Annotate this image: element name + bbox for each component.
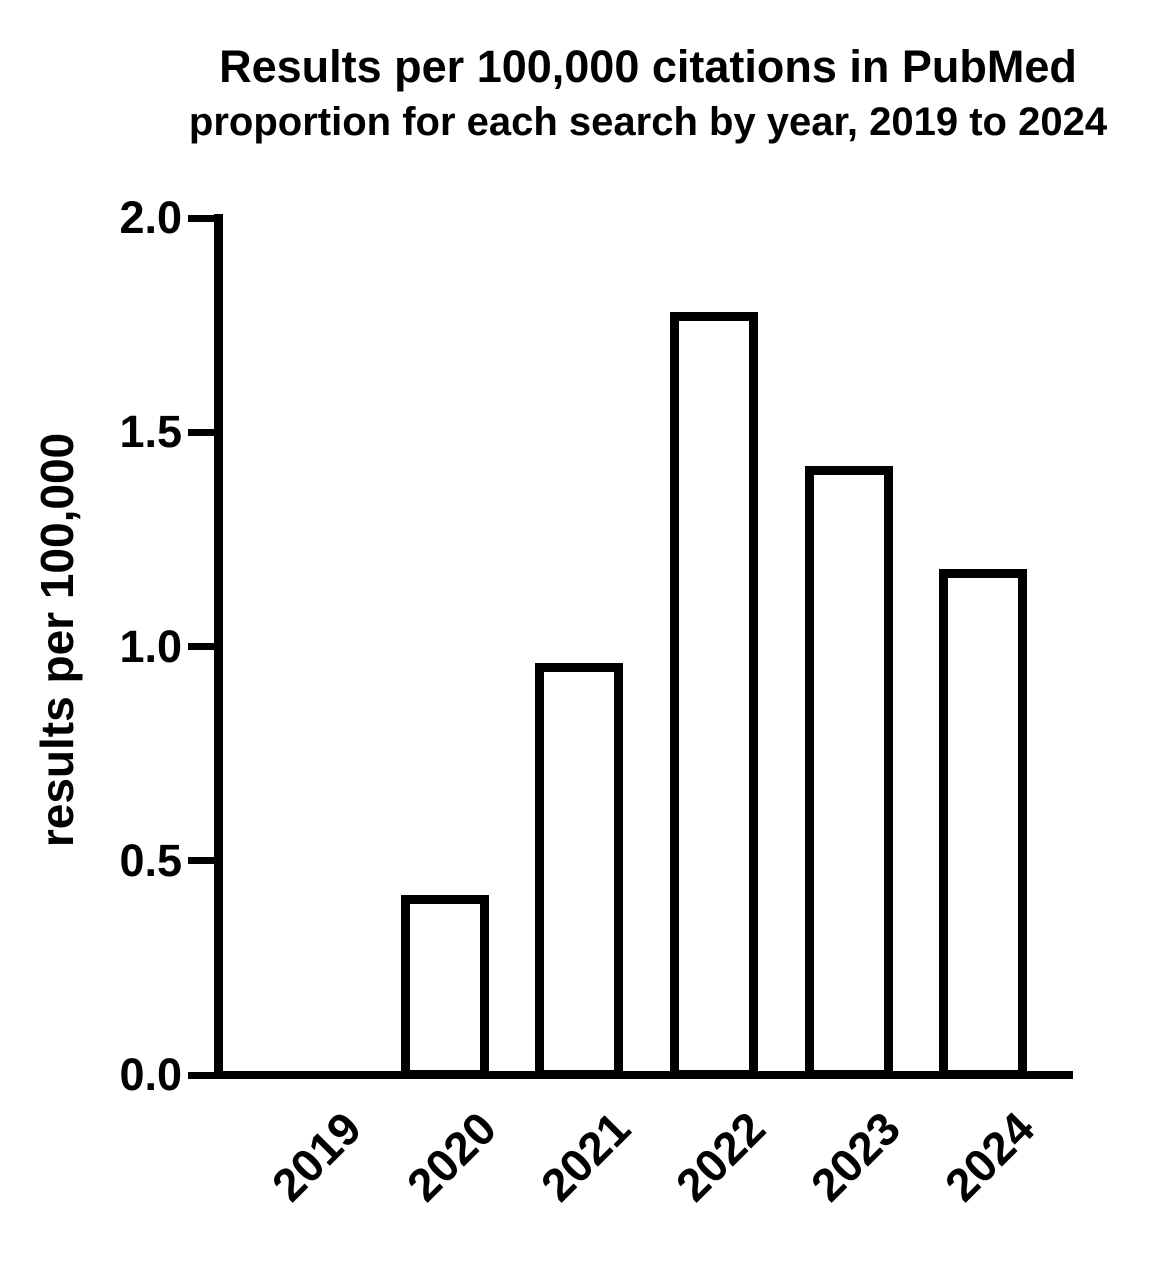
y-axis-line [214,214,223,1079]
x-tick-label-2020: 2020 [396,1101,506,1212]
y-tick-label-0.0: 0.0 [119,1049,182,1100]
x-tick-label-2021: 2021 [530,1101,640,1212]
y-tick-label-1.5: 1.5 [119,406,182,457]
chart-title: Results per 100,000 citations in PubMed [219,41,1077,92]
x-axis-line [214,1071,1073,1079]
x-tick-label-2022: 2022 [665,1101,775,1212]
bar-2020 [401,895,489,1079]
y-tick-mark-1.0 [188,643,214,650]
y-tick-mark-0.0 [188,1072,214,1079]
y-tick-mark-0.5 [188,857,214,864]
y-tick-mark-1.5 [188,429,214,436]
bar-2022 [670,312,758,1079]
y-tick-label-0.5: 0.5 [119,835,182,886]
y-tick-label-1.0: 1.0 [119,621,182,672]
x-tick-label-2019: 2019 [261,1101,371,1212]
x-tick-label-2024: 2024 [934,1101,1044,1212]
bar-2023 [805,466,893,1079]
chart-subtitle: proportion for each search by year, 2019… [188,100,1108,144]
x-tick-label-2023: 2023 [800,1101,910,1212]
y-tick-label-2.0: 2.0 [119,192,182,243]
bar-2021 [535,663,623,1079]
y-tick-mark-2.0 [188,215,214,222]
bar-2024 [939,569,1027,1079]
